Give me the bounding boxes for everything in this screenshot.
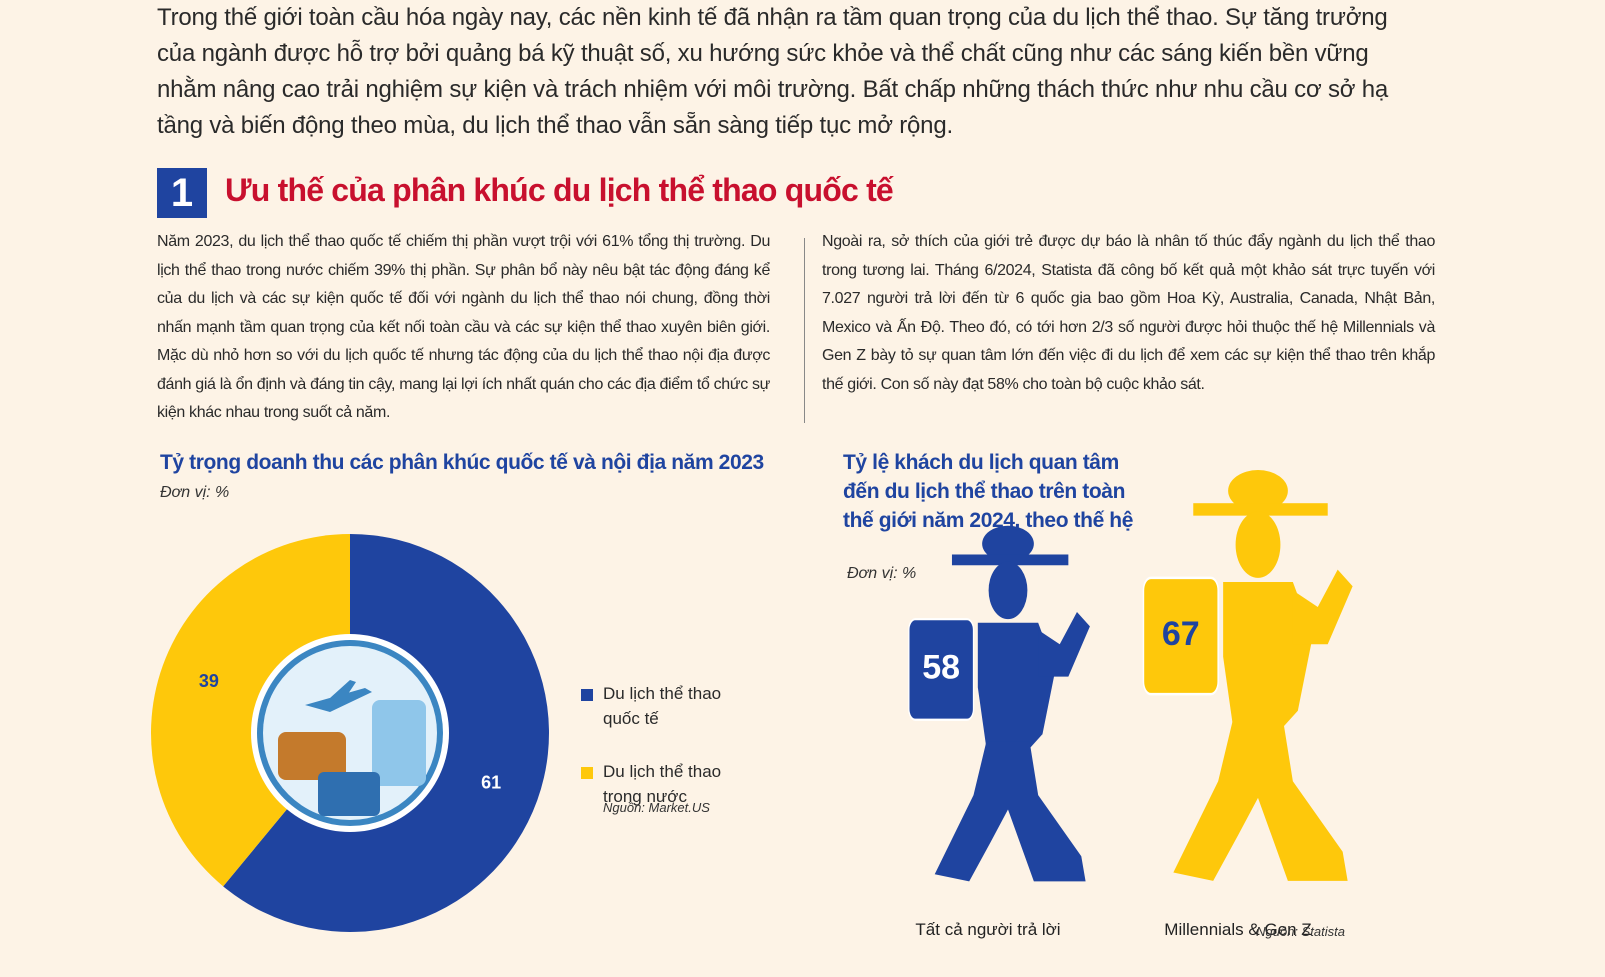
section-number: 1 — [157, 168, 207, 218]
chart-source: Nguồn: Statista — [1256, 924, 1345, 939]
intro: Trong thế giới toàn cầu hóa ngày nay, cá… — [157, 4, 1389, 139]
arm — [1038, 611, 1090, 677]
column-text: Ngoài ra, sở thích của giới trẻ được dự … — [822, 233, 1435, 393]
category-label: Tất cả người trả lời — [915, 920, 1060, 939]
data-label: 39 — [199, 671, 219, 691]
person-figure — [1142, 470, 1353, 881]
legs — [1173, 719, 1348, 881]
hat — [1228, 470, 1288, 512]
suitcase-icon — [372, 700, 426, 786]
backpack — [908, 618, 975, 721]
head — [1235, 511, 1281, 578]
hat-brim — [951, 554, 1069, 566]
data-label: 61 — [481, 773, 501, 793]
person-figure — [908, 525, 1090, 882]
bag-icon — [318, 772, 380, 816]
chart-unit: Đơn vị: % — [160, 484, 230, 501]
data-label: 67 — [1162, 615, 1200, 653]
legend-swatch — [581, 767, 593, 779]
head — [988, 561, 1028, 620]
torso — [977, 622, 1056, 749]
hat — [982, 525, 1034, 562]
chart-unit: Đơn vị: % — [847, 565, 917, 582]
legend-swatch — [581, 689, 593, 701]
column-text: Năm 2023, du lịch thể thao quốc tế chiếm… — [157, 233, 770, 421]
legend-label: Du lịch thể thao quốc tế — [603, 684, 722, 728]
backpack — [1142, 576, 1219, 696]
legend-label: Du lịch thể thao trong nước — [603, 762, 722, 806]
category-label: Millennials & Gen Z — [1164, 920, 1311, 939]
section-title: Ưu thế của phân khúc du lịch thể thao qu… — [225, 172, 894, 208]
chart-title: Tỷ lệ khách du lịch quan tâm đến du lịch… — [843, 451, 1133, 532]
hat-brim — [1193, 503, 1328, 516]
torso — [1223, 582, 1313, 728]
data-label: 58 — [922, 648, 960, 686]
legs — [934, 741, 1086, 882]
arm — [1292, 569, 1353, 645]
divider — [804, 238, 805, 423]
pie-slice — [151, 534, 350, 887]
chart-title: Tỷ trọng doanh thu các phân khúc quốc tế… — [160, 451, 764, 474]
plane-icon — [305, 680, 372, 712]
bag-icon — [278, 732, 346, 780]
chart-source: Nguồn: Market.US — [603, 800, 710, 815]
